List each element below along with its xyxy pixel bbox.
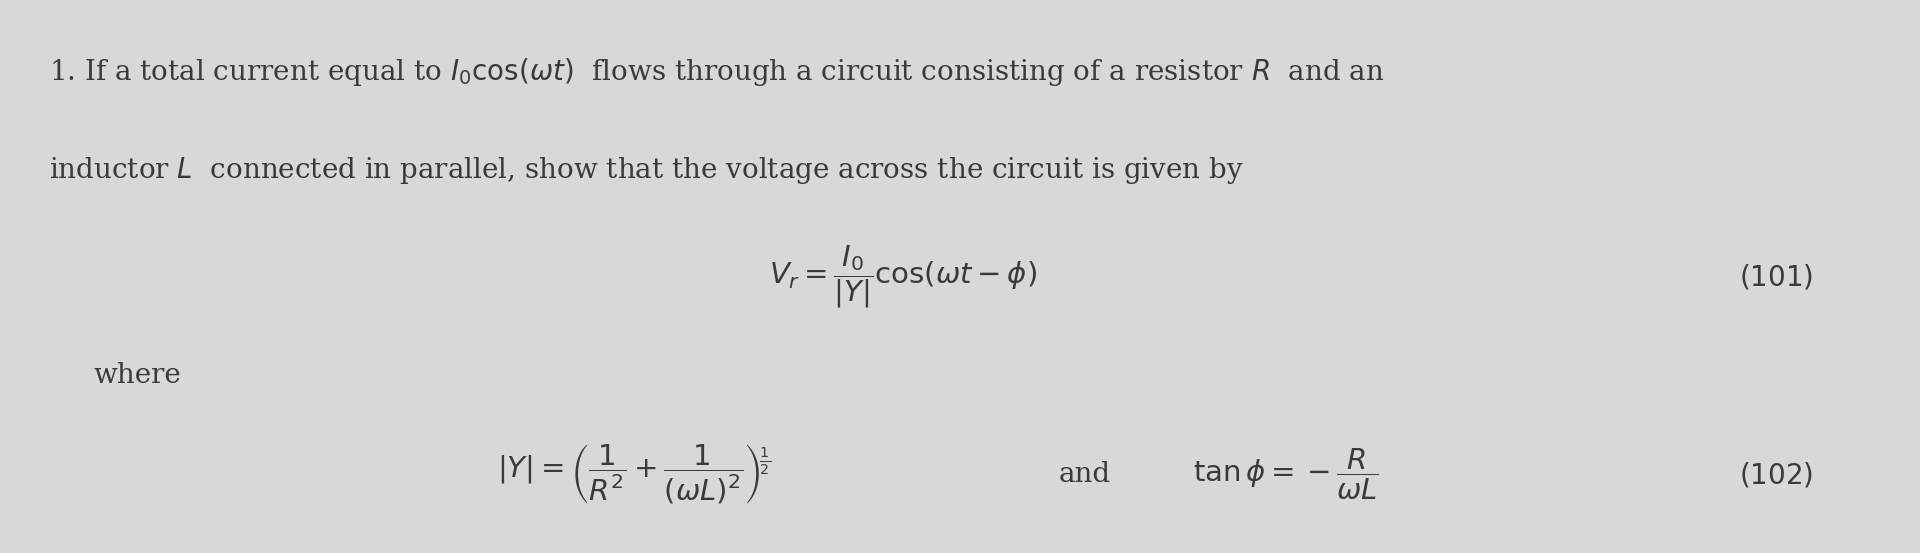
Text: $\tan\phi = -\dfrac{R}{\omega L}$: $\tan\phi = -\dfrac{R}{\omega L}$ <box>1192 447 1379 502</box>
Text: $V_r = \dfrac{I_0}{|Y|}\cos(\omega t - \phi)$: $V_r = \dfrac{I_0}{|Y|}\cos(\omega t - \… <box>768 243 1037 310</box>
Text: inductor $L$  connected in parallel, show that the voltage across the circuit is: inductor $L$ connected in parallel, show… <box>50 155 1244 186</box>
Text: $|Y| = \left(\dfrac{1}{R^2} + \dfrac{1}{(\omega L)^2}\right)^{\!\frac{1}{2}}$: $|Y| = \left(\dfrac{1}{R^2} + \dfrac{1}{… <box>497 443 772 506</box>
Text: and: and <box>1058 461 1110 488</box>
Text: $(101)$: $(101)$ <box>1740 262 1812 291</box>
Text: 1. If a total current equal to $I_0\cos(\omega t)$  flows through a circuit cons: 1. If a total current equal to $I_0\cos(… <box>50 56 1384 88</box>
Text: $(102)$: $(102)$ <box>1740 460 1812 489</box>
Text: where: where <box>94 362 180 389</box>
